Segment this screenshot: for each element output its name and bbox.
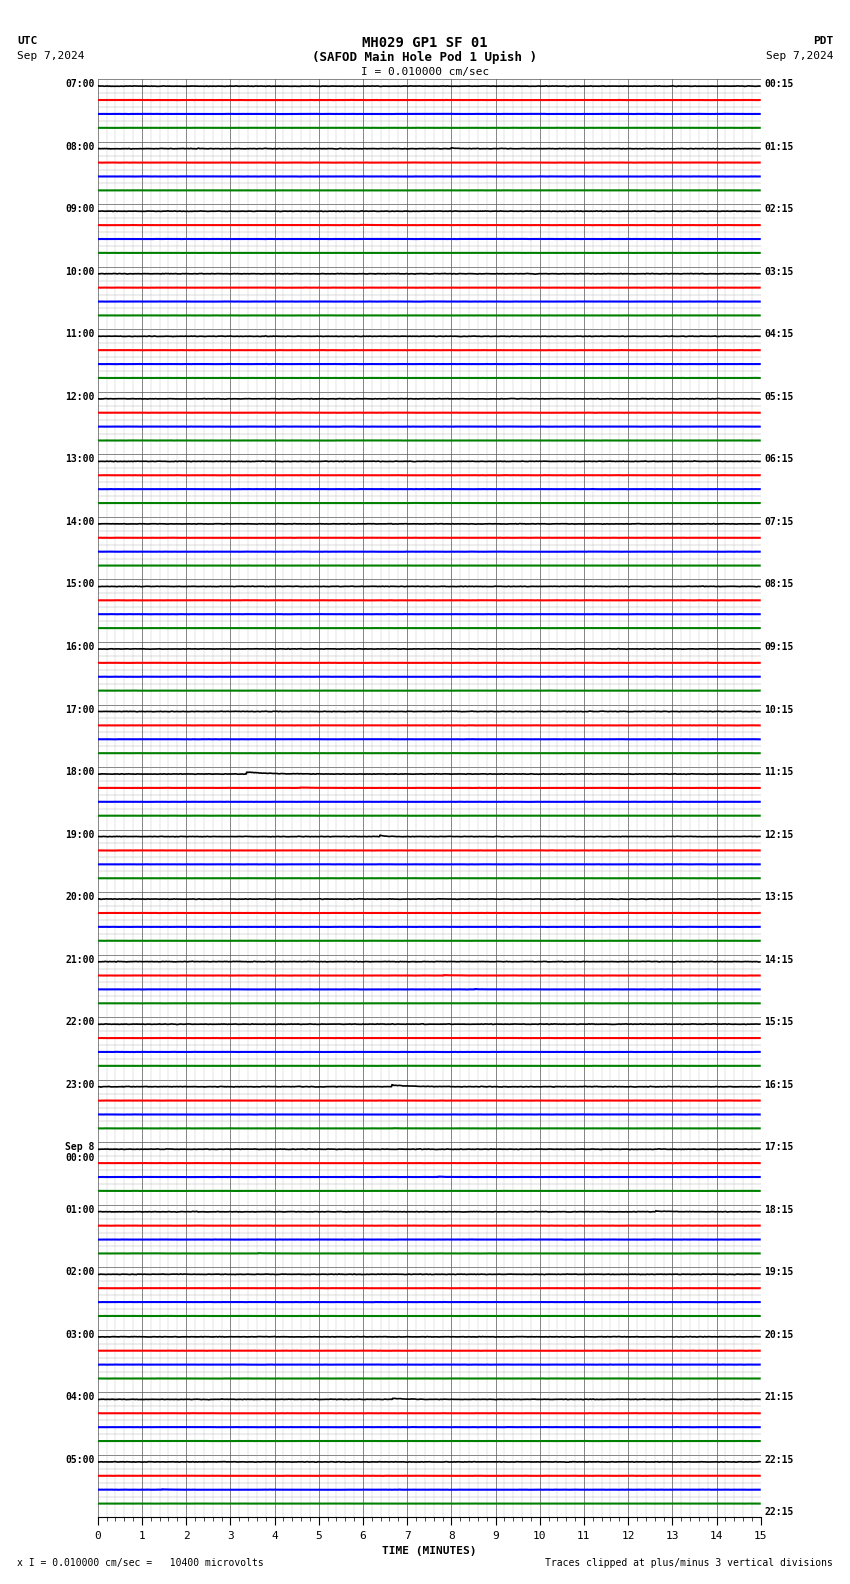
Text: 18:15: 18:15 xyxy=(764,1205,793,1215)
Text: I = 0.010000 cm/sec: I = 0.010000 cm/sec xyxy=(361,67,489,76)
Text: 04:00: 04:00 xyxy=(65,1392,94,1402)
Text: 11:00: 11:00 xyxy=(65,329,94,339)
Text: 07:15: 07:15 xyxy=(764,516,793,527)
Text: 10:00: 10:00 xyxy=(65,266,94,277)
Text: 21:00: 21:00 xyxy=(65,955,94,965)
Text: 15:15: 15:15 xyxy=(764,1017,793,1026)
Text: UTC: UTC xyxy=(17,36,37,46)
Text: Sep 8
00:00: Sep 8 00:00 xyxy=(65,1142,94,1163)
Text: 18:00: 18:00 xyxy=(65,767,94,778)
Text: 20:15: 20:15 xyxy=(764,1331,793,1340)
Text: 13:15: 13:15 xyxy=(764,892,793,903)
Text: 22:15: 22:15 xyxy=(764,1508,793,1517)
Text: Sep 7,2024: Sep 7,2024 xyxy=(766,51,833,60)
Text: 08:00: 08:00 xyxy=(65,141,94,152)
Text: 22:15: 22:15 xyxy=(764,1456,793,1465)
Text: MH029 GP1 SF 01: MH029 GP1 SF 01 xyxy=(362,36,488,51)
Text: (SAFOD Main Hole Pod 1 Upish ): (SAFOD Main Hole Pod 1 Upish ) xyxy=(313,51,537,63)
Text: 10:15: 10:15 xyxy=(764,705,793,714)
Text: 09:15: 09:15 xyxy=(764,642,793,653)
Text: 13:00: 13:00 xyxy=(65,455,94,464)
Text: 00:15: 00:15 xyxy=(764,79,793,89)
Text: 01:15: 01:15 xyxy=(764,141,793,152)
Text: 14:15: 14:15 xyxy=(764,955,793,965)
Text: 22:00: 22:00 xyxy=(65,1017,94,1026)
Text: 04:15: 04:15 xyxy=(764,329,793,339)
Text: 03:00: 03:00 xyxy=(65,1331,94,1340)
Text: 14:00: 14:00 xyxy=(65,516,94,527)
Text: 16:00: 16:00 xyxy=(65,642,94,653)
Text: 17:00: 17:00 xyxy=(65,705,94,714)
Text: 05:00: 05:00 xyxy=(65,1456,94,1465)
Text: 21:15: 21:15 xyxy=(764,1392,793,1402)
Text: 23:00: 23:00 xyxy=(65,1080,94,1090)
Text: 15:00: 15:00 xyxy=(65,580,94,589)
Text: 17:15: 17:15 xyxy=(764,1142,793,1152)
Text: 19:15: 19:15 xyxy=(764,1267,793,1277)
Text: 07:00: 07:00 xyxy=(65,79,94,89)
Text: 11:15: 11:15 xyxy=(764,767,793,778)
Text: 12:15: 12:15 xyxy=(764,830,793,840)
Text: PDT: PDT xyxy=(813,36,833,46)
Text: 05:15: 05:15 xyxy=(764,391,793,402)
X-axis label: TIME (MINUTES): TIME (MINUTES) xyxy=(382,1546,477,1555)
Text: Traces clipped at plus/minus 3 vertical divisions: Traces clipped at plus/minus 3 vertical … xyxy=(545,1559,833,1568)
Text: 01:00: 01:00 xyxy=(65,1205,94,1215)
Text: 02:15: 02:15 xyxy=(764,204,793,214)
Text: 08:15: 08:15 xyxy=(764,580,793,589)
Text: x I = 0.010000 cm/sec =   10400 microvolts: x I = 0.010000 cm/sec = 10400 microvolts xyxy=(17,1559,264,1568)
Text: 12:00: 12:00 xyxy=(65,391,94,402)
Text: 20:00: 20:00 xyxy=(65,892,94,903)
Text: 09:00: 09:00 xyxy=(65,204,94,214)
Text: 19:00: 19:00 xyxy=(65,830,94,840)
Text: Sep 7,2024: Sep 7,2024 xyxy=(17,51,84,60)
Text: 02:00: 02:00 xyxy=(65,1267,94,1277)
Text: 06:15: 06:15 xyxy=(764,455,793,464)
Text: 03:15: 03:15 xyxy=(764,266,793,277)
Text: 16:15: 16:15 xyxy=(764,1080,793,1090)
